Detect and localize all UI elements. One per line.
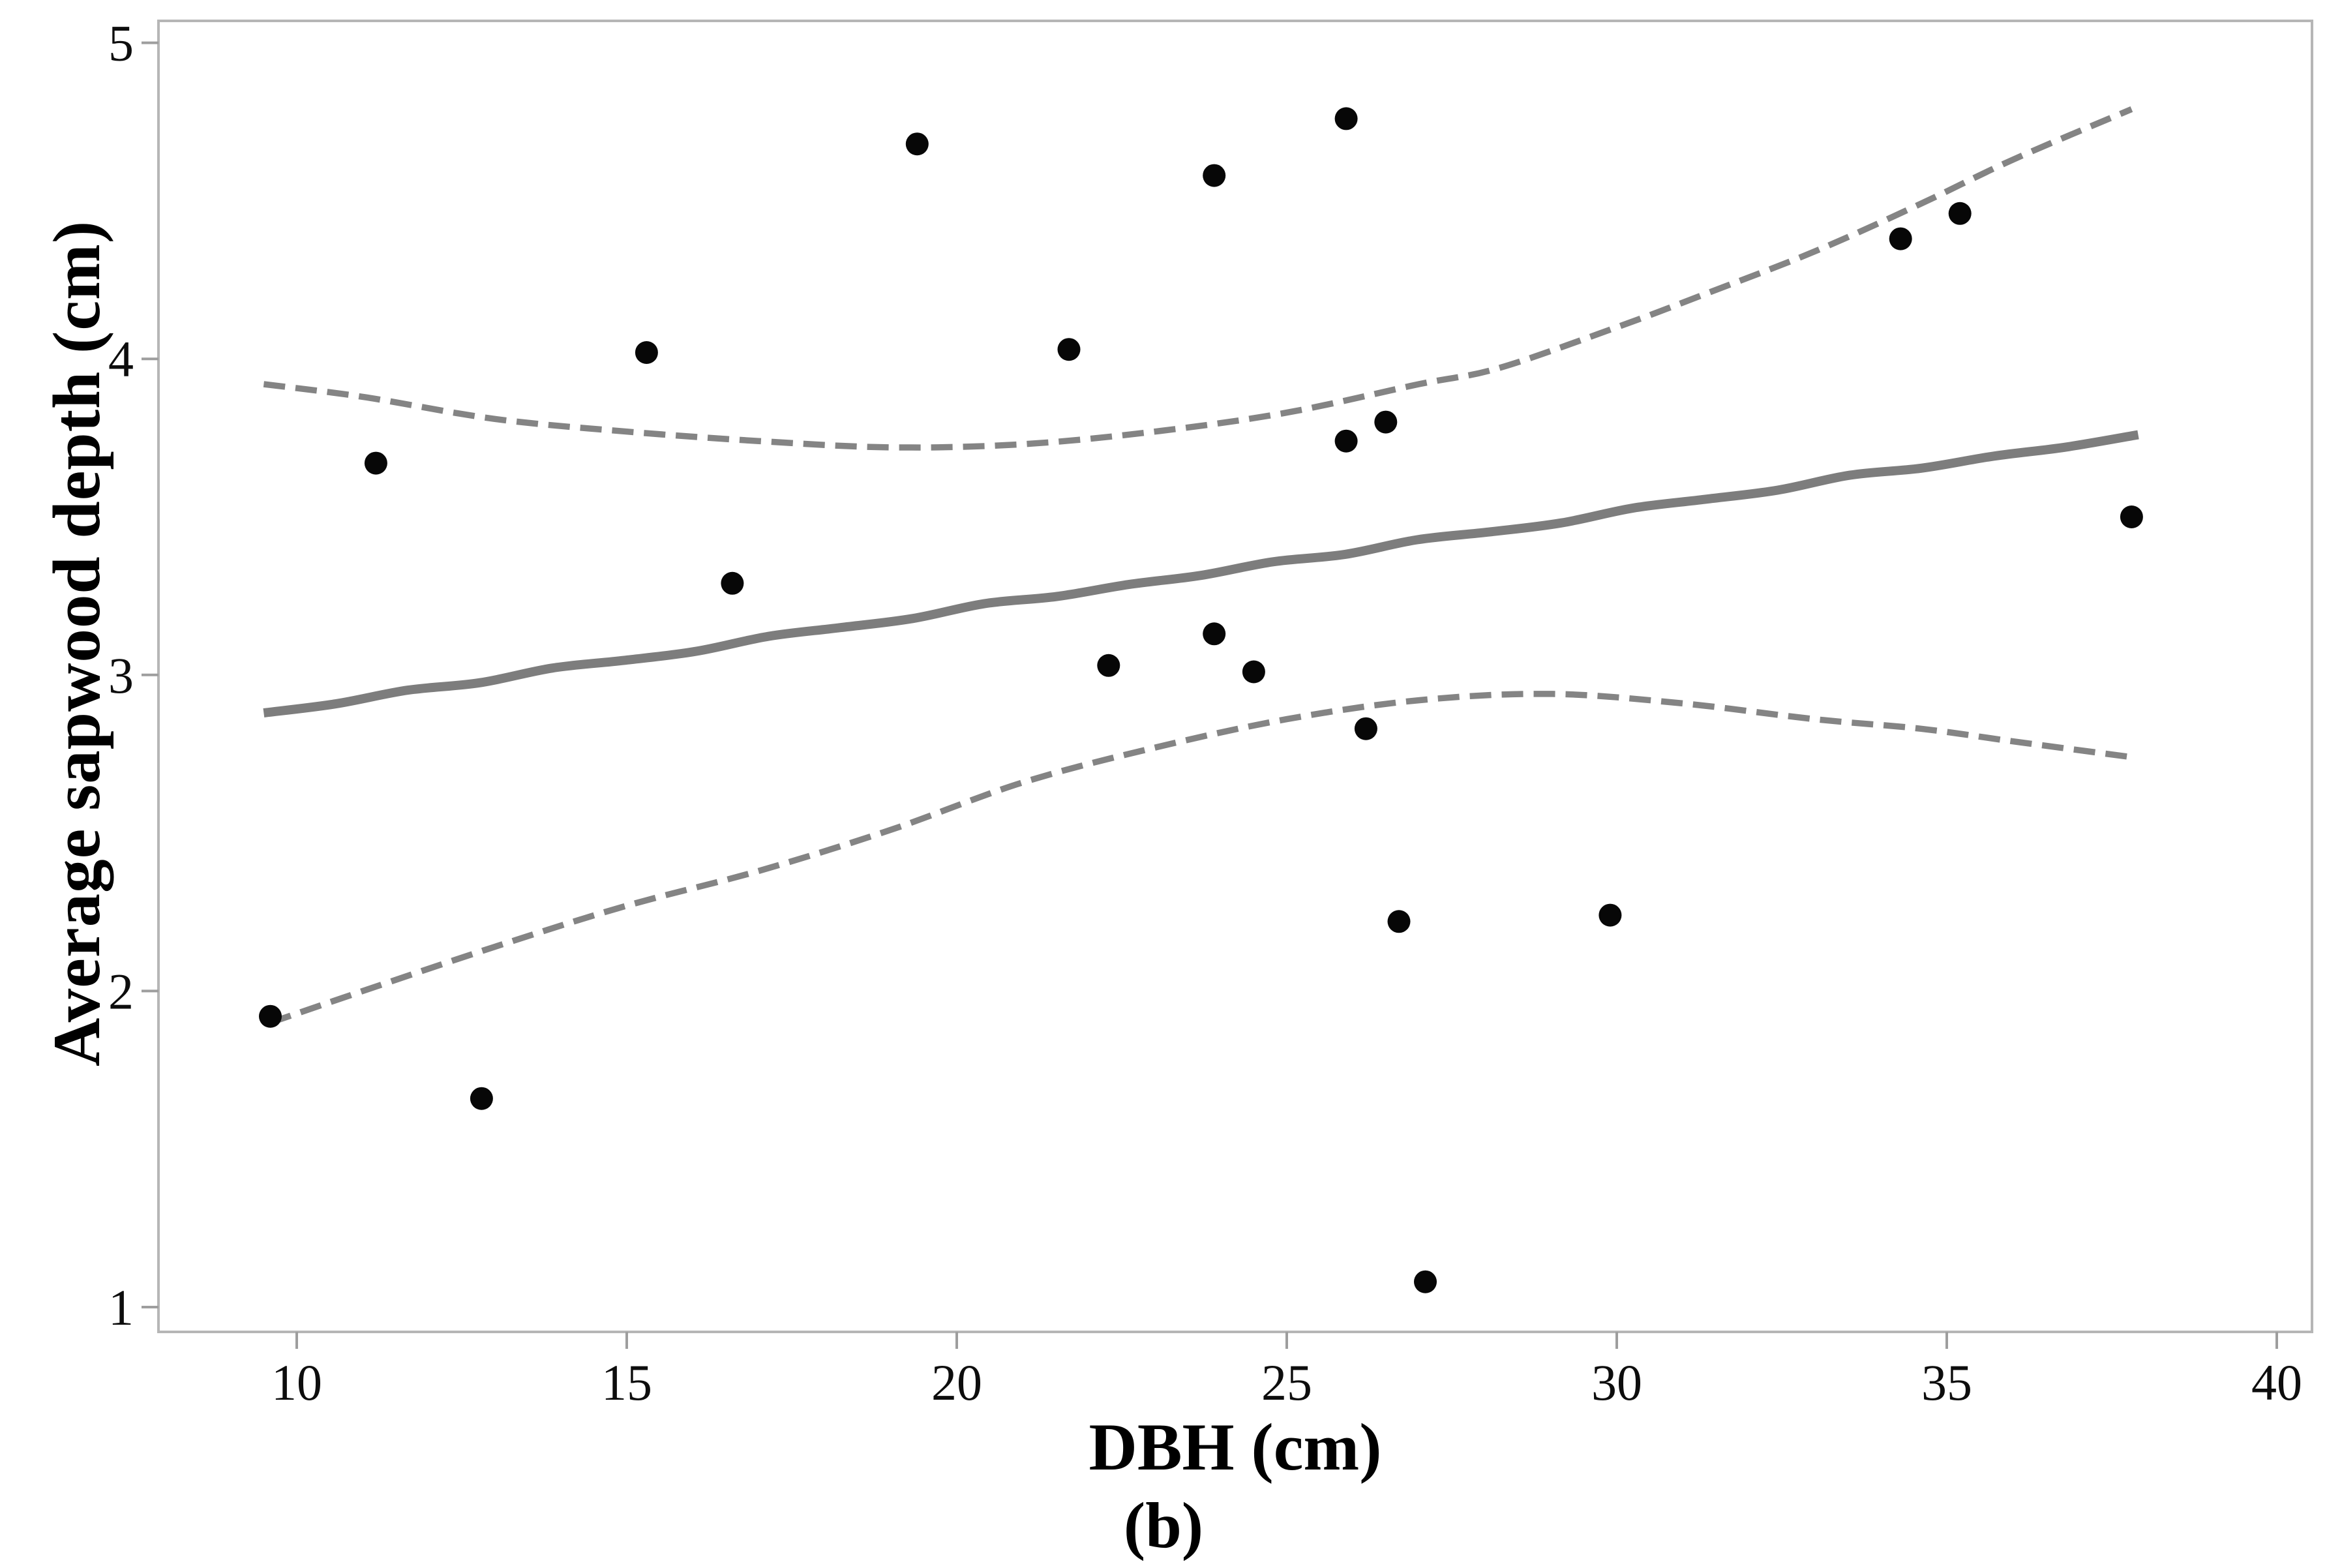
x-tick-label: 25 (1261, 1354, 1312, 1411)
scatter-points (259, 107, 2143, 1293)
y-tick-label: 3 (108, 647, 134, 704)
data-point (721, 571, 744, 595)
ci-lower-line (269, 691, 2133, 1026)
data-point (364, 451, 387, 475)
data-point (1097, 654, 1120, 677)
y-tick-label: 1 (108, 1279, 134, 1336)
x-tick-label: 10 (271, 1354, 322, 1411)
data-point (1889, 227, 1912, 250)
x-tick-label: 35 (1921, 1354, 1972, 1411)
data-point (1334, 107, 1358, 130)
y-axis: 1 2 3 4 5 (108, 15, 158, 1336)
data-point (905, 132, 929, 156)
data-point (1414, 1270, 1437, 1293)
data-point (1203, 622, 1226, 646)
x-tick-label: 20 (931, 1354, 982, 1411)
data-point (1203, 164, 1226, 187)
x-axis-title: DBH (cm) (1088, 1410, 1382, 1485)
data-point (1374, 410, 1398, 434)
data-point (470, 1087, 493, 1110)
data-point (2120, 505, 2143, 528)
data-point (1334, 429, 1358, 453)
data-point (259, 1004, 282, 1028)
y-tick-label: 5 (108, 15, 134, 72)
data-point (1599, 903, 1622, 927)
ci-upper-line (263, 106, 2133, 451)
data-point (1948, 202, 1972, 225)
x-axis: 10 15 20 25 30 35 40 (271, 1332, 2302, 1411)
data-point (1387, 910, 1411, 933)
y-tick-label: 4 (108, 331, 134, 387)
data-point (635, 341, 658, 364)
data-point (1354, 717, 1377, 740)
plot-frame (157, 20, 2313, 1333)
data-point (1057, 338, 1081, 361)
y-axis-title: Average sapwood depth (cm) (40, 220, 114, 1066)
x-tick-label: 15 (601, 1354, 652, 1411)
data-point (1242, 660, 1265, 684)
x-tick-label: 30 (1591, 1354, 1642, 1411)
x-tick-label: 40 (2251, 1354, 2302, 1411)
subfigure-caption: (b) (1123, 1489, 1204, 1561)
regression-line (263, 430, 2139, 717)
y-tick-label: 2 (108, 963, 134, 1019)
